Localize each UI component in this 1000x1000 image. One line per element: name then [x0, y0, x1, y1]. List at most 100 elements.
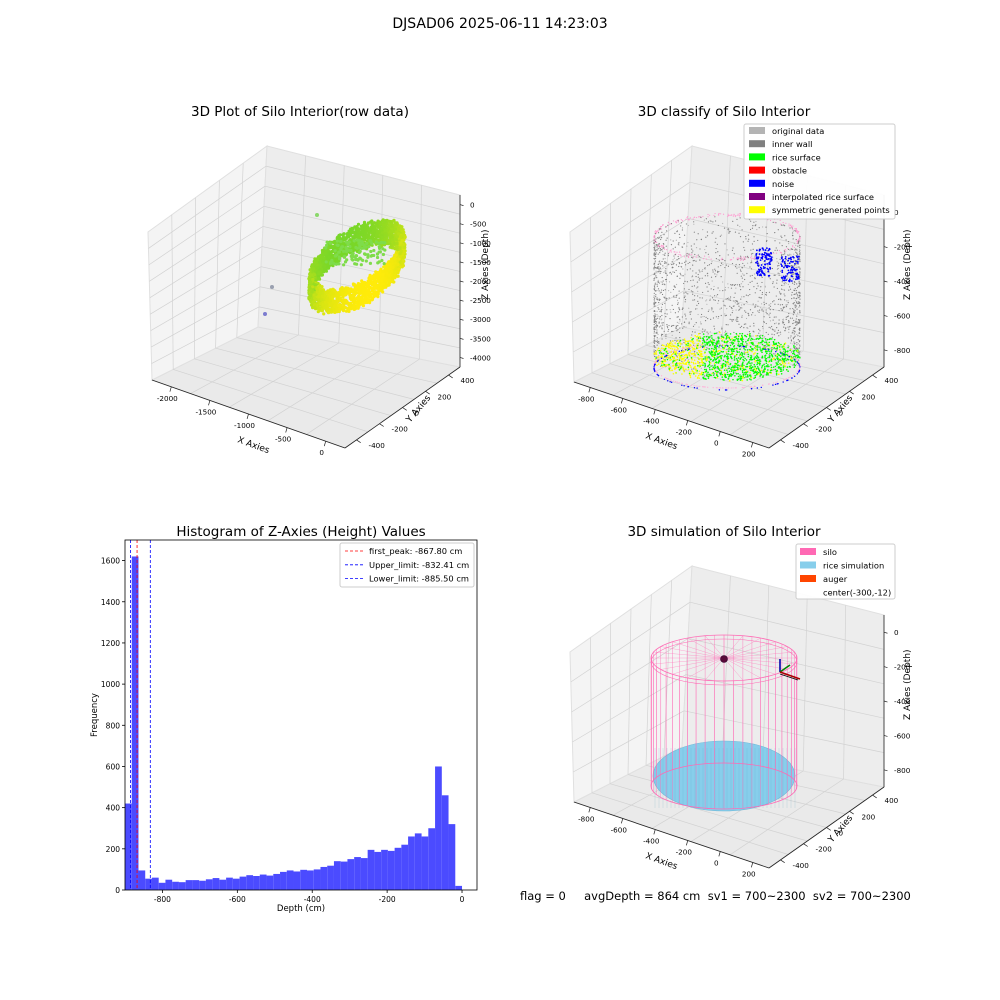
classify-point-original — [783, 222, 784, 223]
classify-point-wall — [711, 309, 712, 310]
classify-point-original — [679, 252, 680, 253]
classify-point-wall — [672, 325, 673, 326]
classify-point-wall — [676, 264, 677, 265]
classify-point-wall — [790, 308, 791, 309]
raw-point — [397, 268, 400, 271]
classify-point-wall — [659, 290, 660, 291]
classify-point-wall — [797, 246, 798, 247]
axis-tick — [751, 443, 752, 448]
classify-point-wall — [706, 218, 707, 219]
classify-point-wall — [678, 256, 679, 257]
classify-point-original — [704, 256, 705, 257]
raw-point — [320, 285, 323, 288]
raw-point — [400, 250, 403, 253]
axis-tick — [403, 408, 407, 411]
classify-point-wall — [780, 298, 781, 299]
classify-point-wall — [688, 359, 689, 360]
raw-point — [396, 263, 399, 266]
classify-point-wall — [769, 354, 770, 355]
raw-point — [324, 294, 327, 297]
classify-point-wall — [774, 353, 775, 354]
classify-point-wall — [794, 337, 795, 338]
classify-point-wall — [755, 221, 756, 222]
classify-point-wall — [702, 271, 703, 272]
classify-point-wall — [665, 336, 666, 337]
classify-point-wall — [721, 308, 722, 309]
classify-point-wall — [795, 248, 796, 249]
classify-point-wall — [713, 289, 714, 290]
axis-tick — [460, 205, 464, 206]
classify-point-wall — [691, 249, 692, 250]
classify-point-wall — [684, 322, 685, 323]
classify-point-wall — [695, 261, 696, 262]
raw-point — [353, 305, 356, 308]
classify-point-wall — [799, 240, 800, 241]
classify-point-wall — [799, 348, 800, 349]
classify-point-wall — [658, 232, 659, 233]
classify-point-wall — [731, 319, 732, 320]
classify-point-surface — [705, 349, 707, 351]
classify-point-wall — [707, 265, 708, 266]
z-tick-label: -600 — [894, 311, 911, 320]
classify-point-wall — [653, 315, 654, 316]
classify-point-wall — [654, 304, 655, 305]
classify-point-wall — [654, 300, 655, 301]
classify-point-wall — [710, 299, 711, 300]
classify-point-original — [709, 215, 710, 216]
classify-point-wall — [655, 323, 656, 324]
classify-point-wall — [725, 289, 726, 290]
classify-point-wall — [744, 279, 745, 280]
classify-point-wall — [697, 301, 698, 302]
classify-point-wall — [766, 294, 767, 295]
classify-point-wall — [675, 254, 676, 255]
classify-point-wall — [667, 275, 668, 276]
classify-point-wall — [714, 216, 715, 217]
classify-point-wall — [661, 232, 662, 233]
classify-point-wall — [694, 254, 695, 255]
raw-point — [357, 228, 360, 231]
raw-point — [394, 233, 397, 236]
raw-point — [363, 225, 366, 228]
classify-point-wall — [793, 303, 794, 304]
axis-tick — [426, 391, 430, 394]
classify-point-original — [693, 218, 694, 219]
raw-point — [340, 240, 343, 243]
classify-point-original — [691, 254, 692, 255]
classify-point-wall — [663, 272, 664, 273]
classify-point-wall — [713, 311, 714, 312]
classify-point-wall — [763, 302, 764, 303]
classify-point-wall — [666, 230, 667, 231]
classify-point-original — [656, 242, 657, 243]
raw-point — [389, 225, 392, 228]
classify-point-wall — [794, 281, 795, 282]
classify-point-wall — [795, 252, 796, 253]
classify-point-wall — [677, 300, 678, 301]
classify-point-wall — [702, 316, 703, 317]
classify-point-wall — [768, 334, 769, 335]
classify-point-original — [655, 232, 656, 233]
classify-point-wall — [798, 301, 799, 302]
classify-point-wall — [798, 267, 799, 268]
classify-point-wall — [799, 322, 800, 323]
classify-point-surface — [690, 350, 692, 352]
classify-point-wall — [778, 229, 779, 230]
classify-point-wall — [664, 297, 665, 298]
classify-point-wall — [743, 304, 744, 305]
axis-tick — [460, 300, 464, 301]
raw-point — [383, 262, 386, 265]
classify-point-wall — [698, 274, 699, 275]
classify-point-wall — [706, 299, 707, 300]
classify-point-wall — [772, 268, 773, 269]
classify-point-wall — [788, 241, 789, 242]
raw-point — [367, 245, 370, 248]
raw-point — [362, 304, 365, 307]
raw-point — [374, 286, 377, 289]
x-tick-label: -1000 — [234, 421, 255, 430]
classify-point-wall — [710, 220, 711, 221]
classify-point-wall — [711, 263, 712, 264]
classify-point-wall — [672, 267, 673, 268]
classify-point-wall — [693, 280, 694, 281]
axis-tick — [460, 338, 464, 339]
classify-point-wall — [781, 288, 782, 289]
raw-point — [339, 233, 342, 236]
